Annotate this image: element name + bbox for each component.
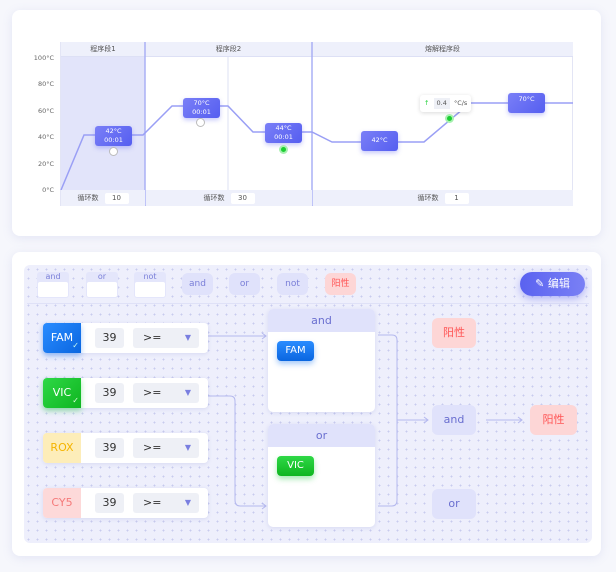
operator-select-vic[interactable]: >= ▼ <box>133 383 199 403</box>
check-icon: ✓ <box>72 341 79 350</box>
segment-header-1[interactable]: 程序段1 <box>61 42 145 57</box>
toolbar-divider <box>27 303 589 304</box>
step-1-marker[interactable] <box>109 147 118 156</box>
up-arrow-icon: ↑ <box>424 99 430 107</box>
rate-unit: °C/s <box>453 99 468 107</box>
step-2[interactable]: 70°C 00:01 <box>183 98 220 118</box>
y-tick: 20°C <box>37 160 54 168</box>
dropdown-icon: ▼ <box>184 333 191 342</box>
pill-or[interactable]: or <box>229 273 260 295</box>
step-1[interactable]: 42°C 00:01 <box>95 126 132 146</box>
dropdown-icon: ▼ <box>184 388 191 397</box>
channel-row-vic: VIC ✓ 39 >= ▼ <box>43 378 208 408</box>
output-and[interactable]: and <box>432 405 476 435</box>
segment-header-3[interactable]: 熔解程序段 <box>312 42 573 57</box>
group-and-header: and <box>268 309 375 332</box>
step-5[interactable]: 70°C <box>508 93 545 113</box>
group-member-fam[interactable]: FAM <box>277 341 314 361</box>
rate-tooltip: ↑ 0.4 °C/s <box>420 95 471 112</box>
operator-select-fam[interactable]: >= ▼ <box>133 328 199 348</box>
channel-row-rox: ROX 39 >= ▼ <box>43 433 208 463</box>
cycles-input-2[interactable]: 30 <box>230 192 255 204</box>
drag-or[interactable]: or <box>86 272 118 298</box>
step-4[interactable]: 42°C <box>361 131 398 151</box>
check-icon: ✓ <box>72 396 79 405</box>
cycles-input-1[interactable]: 10 <box>104 192 129 204</box>
channel-fam[interactable]: FAM ✓ <box>43 323 81 353</box>
edit-button[interactable]: ✎ 编辑 <box>520 272 585 296</box>
ct-input-rox[interactable]: 39 <box>95 438 124 458</box>
ct-input-vic[interactable]: 39 <box>95 383 124 403</box>
drag-not[interactable]: not <box>134 272 166 298</box>
segment-footer-2: 循环数 30 <box>146 190 312 206</box>
pill-and[interactable]: and <box>182 273 213 295</box>
dropdown-icon: ▼ <box>184 443 191 452</box>
pill-positive[interactable]: 阳性 <box>325 273 356 295</box>
y-tick: 80°C <box>37 80 54 88</box>
result-positive[interactable]: 阳性 <box>530 405 577 435</box>
rate-marker-active[interactable] <box>445 114 454 123</box>
segment-footer-3: 循环数 1 <box>313 190 573 206</box>
cycles-input-3[interactable]: 1 <box>444 192 469 204</box>
pencil-icon: ✎ <box>535 277 545 290</box>
step-3[interactable]: 44°C 00:01 <box>265 123 302 143</box>
ct-input-cy5[interactable]: 39 <box>95 493 124 513</box>
segment-header-2[interactable]: 程序段2 <box>145 42 312 57</box>
pill-not[interactable]: not <box>277 273 308 295</box>
y-tick: 0°C <box>42 186 54 194</box>
step-2-marker[interactable] <box>196 118 205 127</box>
rate-input[interactable]: 0.4 <box>433 98 450 109</box>
group-or[interactable]: or VIC <box>268 424 375 527</box>
y-tick: 100°C <box>33 54 54 62</box>
group-and[interactable]: and FAM <box>268 309 375 412</box>
operator-select-cy5[interactable]: >= ▼ <box>133 493 199 513</box>
output-positive-top[interactable]: 阳性 <box>432 318 476 348</box>
group-or-header: or <box>268 424 375 447</box>
segment1-highlight <box>61 57 145 190</box>
group-member-vic[interactable]: VIC <box>277 456 314 476</box>
y-tick: 40°C <box>37 133 54 141</box>
channel-cy5[interactable]: CY5 <box>43 488 81 518</box>
segment-footer-1: 循环数 10 <box>61 190 145 206</box>
drag-and[interactable]: and <box>37 272 69 298</box>
output-or[interactable]: or <box>432 489 476 519</box>
channel-row-fam: FAM ✓ 39 >= ▼ <box>43 323 208 353</box>
channel-vic[interactable]: VIC ✓ <box>43 378 81 408</box>
ct-input-fam[interactable]: 39 <box>95 328 124 348</box>
channel-row-cy5: CY5 39 >= ▼ <box>43 488 208 518</box>
operator-select-rox[interactable]: >= ▼ <box>133 438 199 458</box>
y-tick: 60°C <box>37 107 54 115</box>
channel-rox[interactable]: ROX <box>43 433 81 463</box>
dropdown-icon: ▼ <box>184 498 191 507</box>
step-3-marker-active[interactable] <box>279 145 288 154</box>
